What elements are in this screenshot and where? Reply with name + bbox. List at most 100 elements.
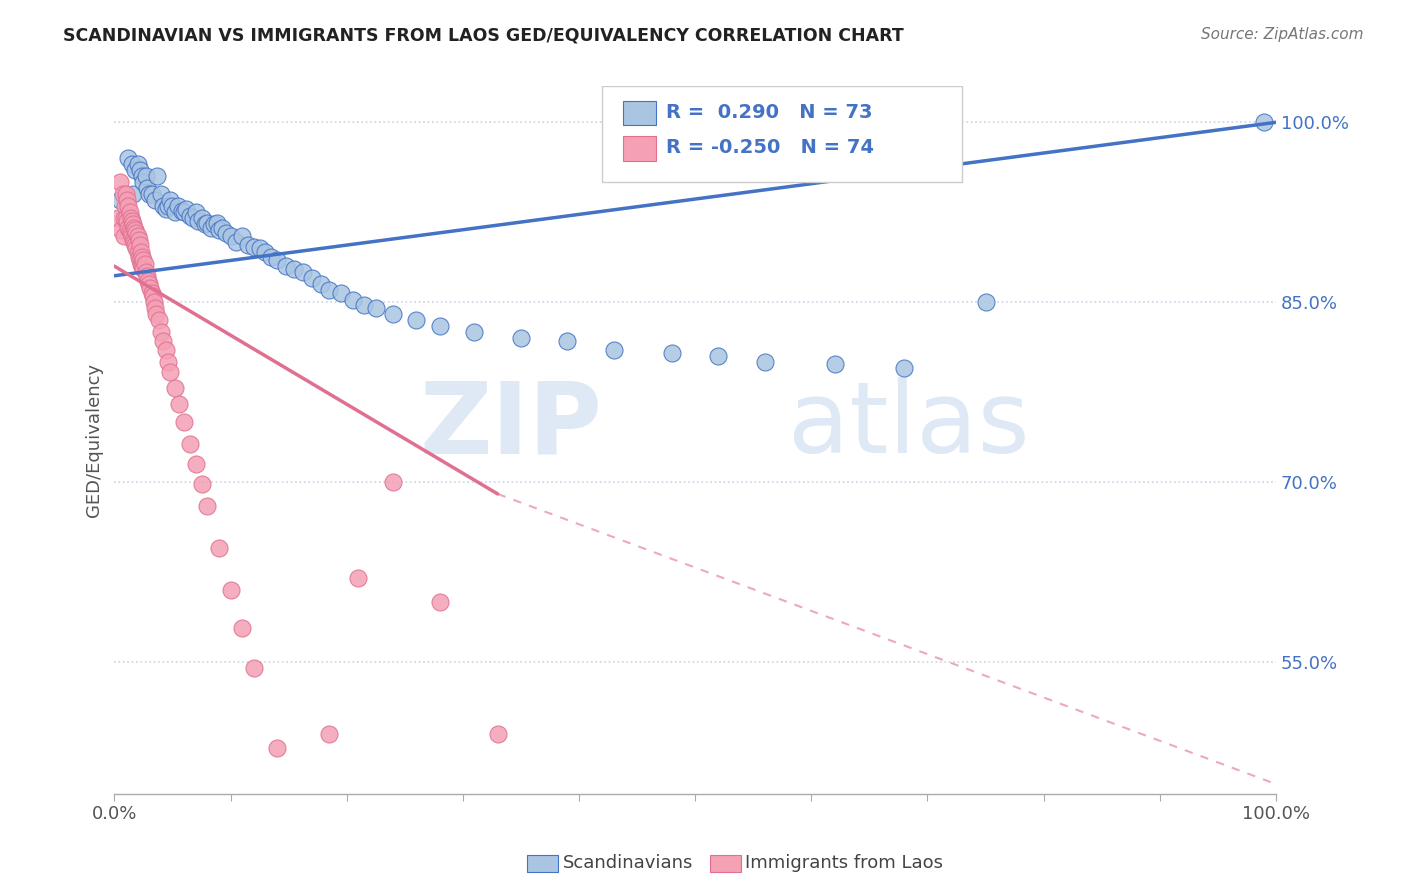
Point: [318, 727, 340, 741]
Point: [136, 268, 159, 283]
Point: [143, 193, 166, 207]
Point: [205, 216, 228, 230]
Point: [110, 175, 132, 189]
Point: [143, 301, 166, 315]
Bar: [623, 101, 655, 125]
Point: [110, 193, 132, 207]
Point: [121, 229, 143, 244]
FancyBboxPatch shape: [602, 87, 962, 182]
Point: [173, 205, 195, 219]
Text: ZIP: ZIP: [419, 377, 602, 475]
Point: [893, 361, 915, 376]
Point: [124, 163, 146, 178]
Point: [603, 343, 626, 357]
Point: [127, 229, 149, 244]
Point: [276, 259, 298, 273]
Point: [163, 205, 186, 219]
Point: [107, 211, 129, 226]
Point: [149, 325, 172, 339]
Point: [122, 217, 145, 231]
Point: [136, 274, 159, 288]
Point: [266, 741, 288, 756]
Point: [122, 187, 145, 202]
Point: [974, 295, 997, 310]
Point: [382, 475, 405, 489]
Point: [142, 295, 165, 310]
Point: [149, 187, 172, 202]
Bar: [623, 136, 655, 161]
Point: [118, 223, 141, 237]
Text: atlas: atlas: [789, 377, 1029, 475]
Point: [211, 220, 233, 235]
Point: [125, 226, 148, 240]
Point: [152, 199, 174, 213]
Point: [364, 301, 387, 315]
Point: [184, 205, 207, 219]
Point: [129, 237, 152, 252]
Point: [266, 253, 288, 268]
Point: [112, 229, 135, 244]
Point: [243, 661, 266, 675]
Text: Scandinavians: Scandinavians: [562, 855, 693, 872]
Point: [131, 169, 153, 184]
Point: [190, 477, 212, 491]
Point: [225, 235, 247, 250]
Point: [190, 211, 212, 226]
Point: [129, 163, 152, 178]
Point: [120, 226, 142, 240]
Point: [132, 175, 155, 189]
Point: [557, 334, 579, 348]
Point: [118, 205, 141, 219]
Point: [115, 187, 138, 202]
Point: [120, 211, 142, 226]
Point: [129, 257, 152, 271]
Point: [163, 382, 186, 396]
Point: [115, 211, 138, 226]
Point: [208, 541, 231, 555]
Point: [347, 571, 370, 585]
Text: R = -0.250   N = 74: R = -0.250 N = 74: [666, 138, 875, 157]
Point: [132, 253, 155, 268]
Point: [169, 397, 191, 411]
Point: [125, 241, 148, 255]
Point: [122, 220, 145, 235]
Point: [179, 436, 201, 450]
Point: [194, 217, 217, 231]
Point: [329, 285, 352, 300]
Point: [249, 241, 271, 255]
Point: [283, 261, 305, 276]
Point: [195, 499, 218, 513]
Point: [146, 169, 169, 184]
Point: [184, 457, 207, 471]
Point: [121, 213, 143, 227]
Text: SCANDINAVIAN VS IMMIGRANTS FROM LAOS GED/EQUIVALENCY CORRELATION CHART: SCANDINAVIAN VS IMMIGRANTS FROM LAOS GED…: [63, 27, 904, 45]
Point: [124, 223, 146, 237]
Point: [291, 265, 314, 279]
Point: [159, 365, 181, 379]
Point: [219, 229, 242, 244]
Point: [155, 202, 177, 216]
Point: [215, 226, 238, 240]
Point: [342, 293, 364, 307]
Point: [486, 727, 509, 741]
Point: [141, 285, 163, 300]
Point: [159, 193, 181, 207]
Point: [112, 211, 135, 226]
Point: [167, 199, 190, 213]
Point: [707, 349, 730, 363]
Point: [510, 331, 533, 345]
Point: [176, 202, 198, 216]
Point: [124, 237, 146, 252]
Point: [115, 211, 138, 226]
Point: [135, 169, 157, 184]
Point: [121, 157, 143, 171]
Point: [115, 213, 138, 227]
Point: [134, 257, 156, 271]
Point: [141, 187, 163, 202]
Point: [231, 229, 253, 244]
Point: [115, 193, 138, 207]
Point: [131, 259, 153, 273]
Point: [173, 415, 195, 429]
Point: [138, 277, 160, 292]
Point: [231, 621, 253, 635]
